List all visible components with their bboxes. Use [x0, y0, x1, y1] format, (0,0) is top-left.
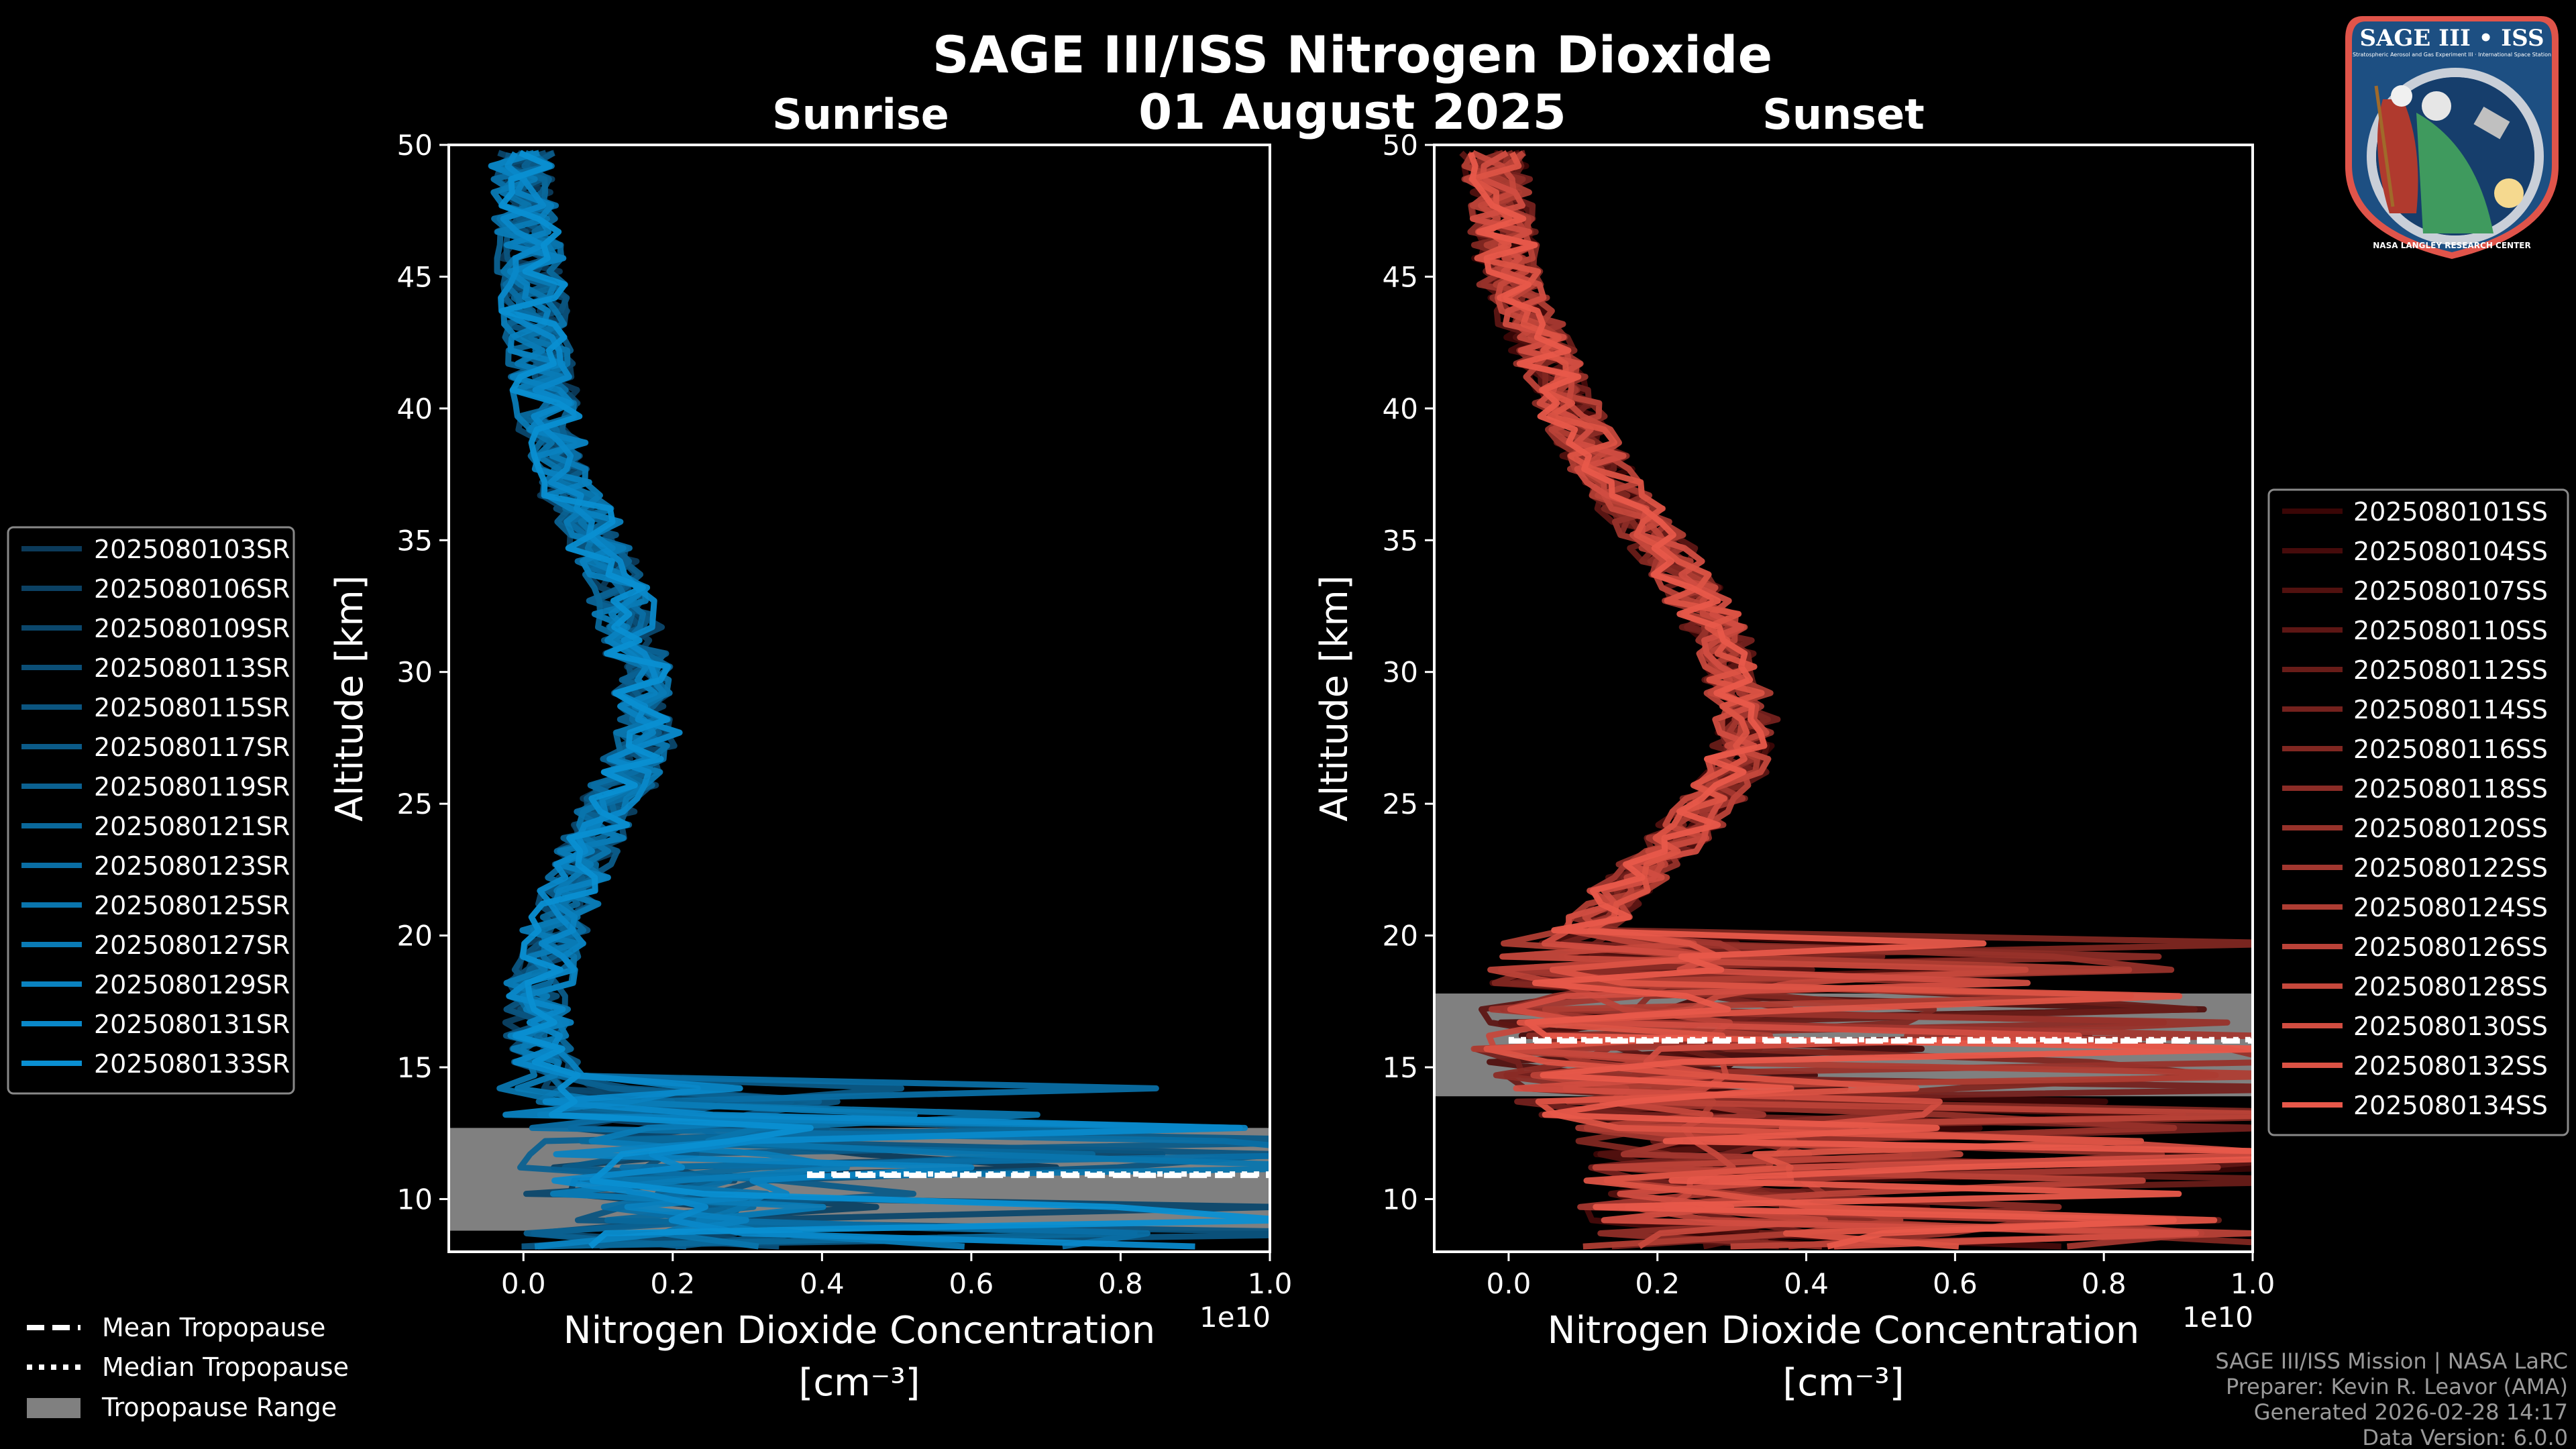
legend-item-label: 2025080127SR: [94, 930, 290, 960]
footer-preparer: Preparer: Kevin R. Leavor (AMA): [2226, 1374, 2568, 1399]
logo-title: SAGE III • ISS: [2359, 25, 2544, 52]
legend-item-label: 2025080112SS: [2353, 655, 2548, 685]
y-tick-label: 30: [1383, 656, 1418, 689]
y-tick-label: 45: [1383, 260, 1418, 293]
legend-item-label: 2025080101SS: [2353, 497, 2548, 527]
y-tick-label: 20: [1383, 920, 1418, 953]
svg-text:NASA LANGLEY RESEARCH CENTER: NASA LANGLEY RESEARCH CENTER: [2373, 241, 2530, 250]
x-tick-label: 0.2: [1635, 1267, 1680, 1300]
x-tick-label: 0.8: [2082, 1267, 2127, 1300]
legend-item-label: 2025080125SR: [94, 891, 290, 920]
legend-item-label: 2025080129SR: [94, 970, 290, 1000]
x-tick-label: 0.8: [1098, 1267, 1143, 1300]
y-tick-label: 10: [397, 1183, 433, 1216]
x-tick-label: 1.0: [2231, 1267, 2275, 1300]
y-tick-label: 50: [397, 129, 433, 162]
legend-item-label: 2025080117SR: [94, 733, 290, 762]
legend-item-label: 2025080131SR: [94, 1010, 290, 1039]
legend-item-label: 2025080110SS: [2353, 616, 2548, 645]
figure-date: 01 August 2025: [1138, 84, 1566, 140]
x-tick-label: 0.2: [650, 1267, 695, 1300]
legend-item-label: 2025080126SS: [2353, 932, 2548, 962]
footer-generated: Generated 2026-02-28 14:17: [2254, 1399, 2568, 1425]
legend-item-label: 2025080109SR: [94, 614, 290, 643]
y-tick-label: 40: [397, 392, 433, 425]
tropopause-legend: Mean Tropopause Median Tropopause Tropop…: [27, 1313, 349, 1422]
y-tick-label: 35: [1383, 524, 1418, 557]
x-tick-label: 0.6: [1933, 1267, 1978, 1300]
x-axis-label: Nitrogen Dioxide Concentration: [564, 1309, 1156, 1352]
panel-sunrise: 0.0 0.2 0.4 0.6 0.8 1.0 10 15 20 25 30 35 40 45 50 1e10…: [7, 90, 1293, 1405]
x-tick-label: 1.0: [1248, 1267, 1293, 1300]
legend-item-label: 2025080114SS: [2353, 695, 2548, 724]
x-offset-label: 1e10: [1199, 1301, 1271, 1334]
x-tick-label: 0.4: [1784, 1267, 1829, 1300]
legend-item-label: 2025080122SS: [2353, 853, 2548, 883]
legend-item-label: 2025080106SR: [94, 574, 290, 604]
legend-item-label: 2025080119SR: [94, 772, 290, 802]
profile-line-2025080133SR: [498, 150, 1270, 1249]
legend-item-label: 2025080115SR: [94, 693, 290, 722]
x-tick-label: 0.0: [501, 1267, 546, 1300]
axes-frame: [447, 144, 1271, 1253]
x-axis-units: [cm⁻³]: [1782, 1361, 1904, 1405]
y-tick-label: 35: [397, 524, 433, 557]
legend-item-label: 2025080120SS: [2353, 814, 2548, 843]
plot-area: [449, 150, 1270, 1250]
y-tick-label: 20: [397, 920, 433, 953]
y-axis-label: Altitude [km]: [328, 575, 372, 821]
axes-frame: [1433, 144, 2254, 1253]
svg-text:Stratospheric Aerosol and Gas: Stratospheric Aerosol and Gas Experiment…: [2353, 52, 2551, 58]
legend-frame: [2267, 488, 2569, 1136]
legend-item-label: 2025080118SS: [2353, 774, 2548, 804]
y-axis-label: Altitude [km]: [1313, 575, 1356, 821]
legend-item-label: 2025080134SS: [2353, 1091, 2548, 1120]
sage-iii-iss-mission-logo: SAGE III • ISS Stratospheric Aerosol and…: [2345, 16, 2559, 259]
y-tick-label: 15: [1383, 1051, 1418, 1084]
panel-title: Sunrise: [772, 90, 949, 139]
legend-item-label: 2025080107SS: [2353, 576, 2548, 606]
legend-item-label: 2025080128SS: [2353, 972, 2548, 1002]
median-tropopause-label: Median Tropopause: [102, 1352, 349, 1382]
legend-item-label: 2025080133SR: [94, 1049, 290, 1079]
footer-mission: SAGE III/ISS Mission | NASA LaRC: [2215, 1348, 2568, 1374]
plot-area: [1434, 150, 2253, 1250]
x-tick-label: 0.6: [949, 1267, 994, 1300]
legend-item-label: 2025080103SR: [94, 535, 290, 564]
legend-item-label: 2025080124SS: [2353, 893, 2548, 922]
tropopause-range-label: Tropopause Range: [101, 1393, 337, 1422]
tropopause-range-swatch: [27, 1398, 80, 1418]
y-tick-label: 25: [397, 788, 433, 820]
footer-version: Data Version: 6.0.0: [2362, 1425, 2568, 1449]
legend-item-label: 2025080121SR: [94, 812, 290, 841]
panel-title: Sunset: [1762, 90, 1925, 139]
y-tick-label: 50: [1383, 129, 1418, 162]
legend-item-label: 2025080123SR: [94, 851, 290, 881]
legend-item-label: 2025080116SS: [2353, 735, 2548, 764]
y-tick-label: 40: [1383, 392, 1418, 425]
x-tick-label: 0.4: [800, 1267, 845, 1300]
legend-item-label: 2025080104SS: [2353, 537, 2548, 566]
y-tick-label: 25: [1383, 788, 1418, 820]
x-axis-label: Nitrogen Dioxide Concentration: [1548, 1309, 2140, 1352]
y-tick-label: 30: [397, 656, 433, 689]
y-tick-label: 45: [397, 260, 433, 293]
legend-item-label: 2025080113SR: [94, 653, 290, 683]
panel-sunset: 0.0 0.2 0.4 0.6 0.8 1.0 10 15 20 25 30 35 40 45 50 1e10…: [1313, 90, 2569, 1405]
profile-line-2025080134SS: [1467, 152, 2253, 1250]
figure-title: SAGE III/ISS Nitrogen Dioxide: [932, 25, 1772, 85]
x-offset-label: 1e10: [2182, 1301, 2253, 1334]
mean-tropopause-label: Mean Tropopause: [102, 1313, 325, 1342]
legend-sunset: 2025080101SS 2025080104SS 2025080107SS 2025…: [2267, 488, 2569, 1136]
legend-item-label: 2025080132SS: [2353, 1051, 2548, 1081]
legend-sunrise: 2025080103SR 2025080106SR 2025080109SR 2025…: [7, 526, 295, 1095]
legend-frame: [7, 526, 295, 1095]
x-axis-units: [cm⁻³]: [798, 1361, 920, 1405]
x-tick-label: 0.0: [1487, 1267, 1532, 1300]
y-tick-label: 15: [397, 1051, 433, 1084]
y-tick-label: 10: [1383, 1183, 1418, 1216]
legend-item-label: 2025080130SS: [2353, 1012, 2548, 1041]
